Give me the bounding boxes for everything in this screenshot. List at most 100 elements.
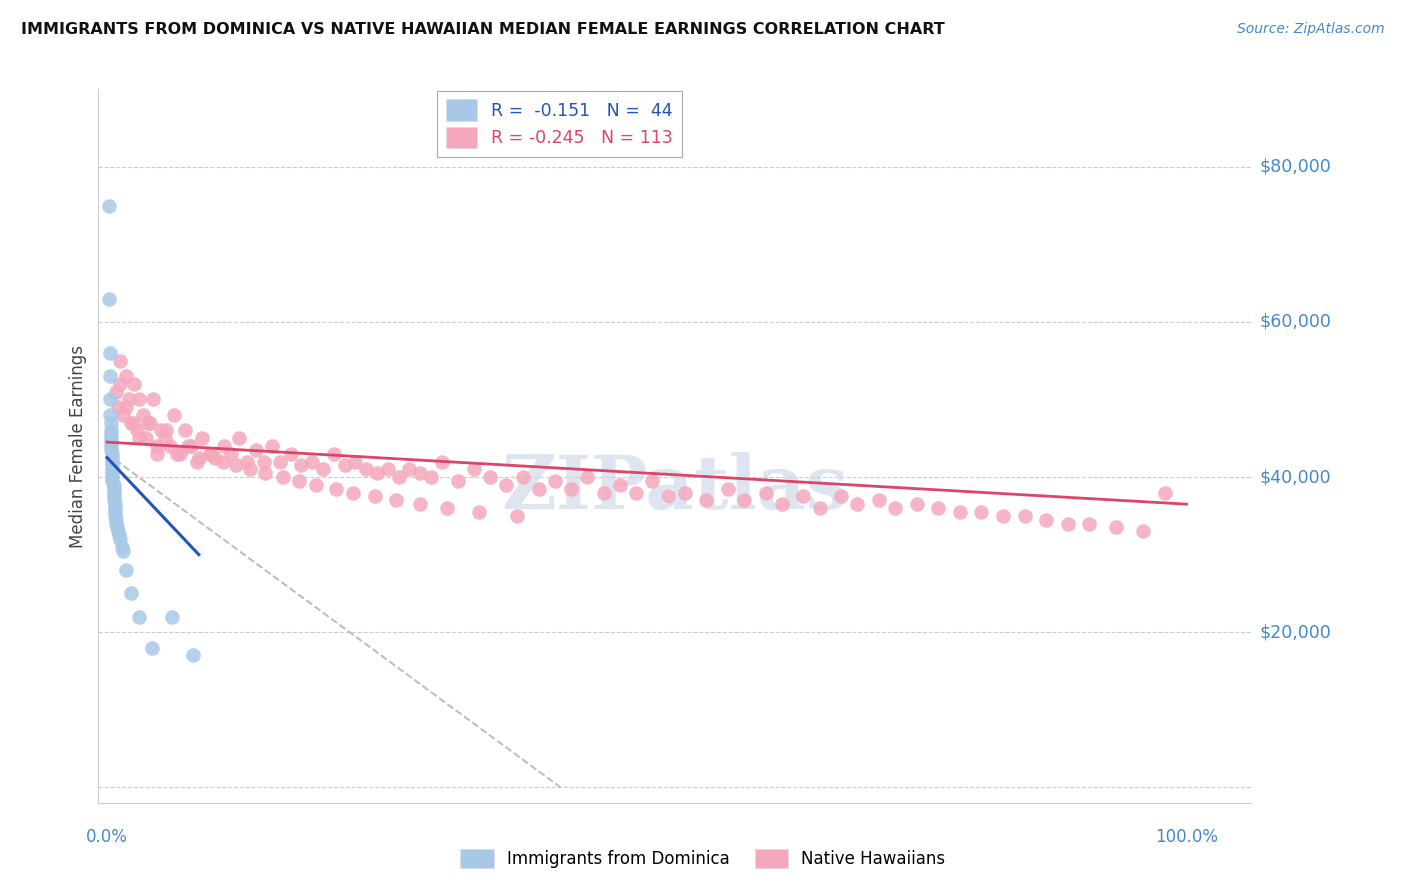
Point <box>131 408 153 422</box>
Point <box>98 392 121 407</box>
Point <box>1132 524 1154 539</box>
Point <box>104 516 127 531</box>
Point <box>100 439 122 453</box>
Point <box>409 497 432 511</box>
Point <box>100 427 122 442</box>
Point <box>200 447 222 461</box>
Point <box>409 466 432 480</box>
Point <box>479 470 502 484</box>
Point <box>991 508 1014 523</box>
Point <box>436 501 458 516</box>
Point <box>527 482 550 496</box>
Point <box>754 485 776 500</box>
Y-axis label: Median Female Earnings: Median Female Earnings <box>69 344 87 548</box>
Point <box>105 520 128 534</box>
Point <box>166 447 188 461</box>
Point <box>970 505 993 519</box>
Point <box>673 485 696 500</box>
Point <box>163 408 186 422</box>
Point <box>288 474 311 488</box>
Point <box>592 485 614 500</box>
Point <box>271 470 294 484</box>
Point <box>641 474 664 488</box>
Point <box>354 462 377 476</box>
Point <box>98 292 121 306</box>
Text: $40,000: $40,000 <box>1260 468 1331 486</box>
Point <box>770 497 793 511</box>
Point <box>868 493 890 508</box>
Point <box>108 376 131 391</box>
Point <box>305 477 328 491</box>
Point <box>128 609 150 624</box>
Text: ZIPatlas: ZIPatlas <box>502 452 848 525</box>
Point <box>325 482 347 496</box>
Point <box>377 462 399 476</box>
Point <box>198 447 221 461</box>
Point <box>127 424 149 438</box>
Point <box>101 470 124 484</box>
Point <box>112 408 135 422</box>
Text: $60,000: $60,000 <box>1260 313 1331 331</box>
Point <box>733 493 755 508</box>
Point <box>136 416 159 430</box>
Point <box>108 532 131 546</box>
Point <box>387 470 409 484</box>
Point <box>108 353 131 368</box>
Point <box>204 450 226 465</box>
Point <box>98 369 121 384</box>
Point <box>183 648 205 663</box>
Point <box>104 497 127 511</box>
Point <box>103 477 125 491</box>
Point <box>120 416 142 430</box>
Legend: R =  -0.151   N =  44, R = -0.245   N = 113: R = -0.151 N = 44, R = -0.245 N = 113 <box>437 91 682 156</box>
Point <box>120 586 142 600</box>
Point <box>101 466 124 480</box>
Point <box>927 501 949 516</box>
Point <box>576 470 599 484</box>
Point <box>447 474 470 488</box>
Point <box>1078 516 1101 531</box>
Point <box>100 442 122 457</box>
Point <box>322 447 344 461</box>
Point <box>186 454 208 468</box>
Point <box>128 431 150 445</box>
Point <box>506 508 529 523</box>
Point <box>905 497 928 511</box>
Point <box>280 447 302 461</box>
Point <box>1035 513 1057 527</box>
Text: 0.0%: 0.0% <box>86 828 128 846</box>
Point <box>100 435 122 450</box>
Point <box>145 439 167 453</box>
Point <box>159 439 181 453</box>
Point <box>252 454 274 468</box>
Point <box>236 454 259 468</box>
Point <box>103 493 125 508</box>
Point <box>253 466 276 480</box>
Point <box>115 401 138 415</box>
Point <box>468 505 491 519</box>
Text: IMMIGRANTS FROM DOMINICA VS NATIVE HAWAIIAN MEDIAN FEMALE EARNINGS CORRELATION C: IMMIGRANTS FROM DOMINICA VS NATIVE HAWAI… <box>21 22 945 37</box>
Point <box>344 454 367 468</box>
Point <box>122 376 145 391</box>
Point <box>100 416 122 430</box>
Point <box>103 490 125 504</box>
Point <box>104 384 127 399</box>
Point <box>245 442 267 457</box>
Point <box>301 454 323 468</box>
Point <box>104 513 127 527</box>
Point <box>160 609 183 624</box>
Point <box>122 416 145 430</box>
Point <box>312 462 335 476</box>
Point <box>463 462 485 476</box>
Point <box>1154 485 1177 500</box>
Point <box>1105 520 1128 534</box>
Text: 100.0%: 100.0% <box>1156 828 1218 846</box>
Point <box>177 439 200 453</box>
Point <box>219 447 242 461</box>
Point <box>104 508 127 523</box>
Point <box>155 424 177 438</box>
Point <box>544 474 567 488</box>
Point <box>695 493 717 508</box>
Point <box>155 431 177 445</box>
Point <box>1014 508 1036 523</box>
